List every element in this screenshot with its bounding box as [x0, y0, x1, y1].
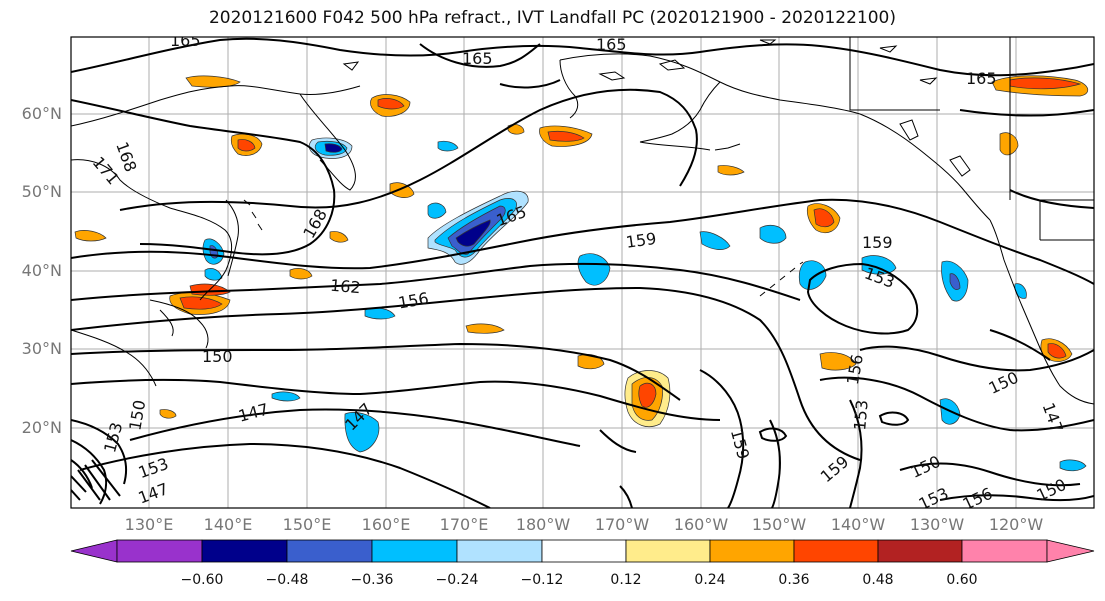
contour-label: 168	[299, 206, 331, 242]
colorbar-segment	[793, 539, 879, 563]
contour-label: 156	[397, 289, 430, 313]
contour-label: 159	[817, 452, 853, 486]
colorbar-segment	[116, 539, 203, 563]
colorbar	[70, 539, 1095, 563]
lon-label: 140°W	[830, 515, 886, 534]
contour-label: 159	[727, 427, 753, 461]
lon-label: 120°W	[988, 515, 1044, 534]
lon-label: 150°E	[282, 515, 332, 534]
contour-label: 159	[625, 229, 658, 252]
colorbar-tick-label: −0.12	[520, 572, 564, 588]
colorbar-tick-label: −0.60	[180, 572, 224, 588]
contour-label: 156	[843, 353, 867, 386]
lon-label: 160°W	[673, 515, 729, 534]
contour-labels: 165 165 165 165 168 168 171 165 159 159 …	[89, 31, 1069, 514]
lat-label: 50°N	[21, 182, 62, 201]
colorbar-tick-label: 0.60	[946, 572, 978, 588]
colorbar-segment	[201, 539, 288, 563]
map-title: 2020121600 F042 500 hPa refract., IVT La…	[208, 8, 896, 28]
refractivity-contours	[71, 37, 1094, 508]
colorbar-tick-label: 0.12	[610, 572, 642, 588]
colorbar-segment	[456, 539, 543, 563]
colorbar-tick-label: 0.36	[778, 572, 810, 588]
colorbar-segment	[541, 539, 627, 563]
colorbar-tick-label: −0.48	[265, 572, 309, 588]
lon-label: 180°W	[515, 515, 571, 534]
lon-label: 130°W	[909, 515, 965, 534]
contour-label: 153	[136, 454, 171, 482]
lon-label: 170°E	[439, 515, 489, 534]
colorbar-segment	[877, 539, 963, 563]
colorbar-extend-low	[70, 539, 118, 563]
contour-label: 153	[850, 399, 872, 431]
graticule	[71, 37, 1094, 508]
colorbar-segment	[286, 539, 373, 563]
lon-label: 140°E	[203, 515, 253, 534]
contour-label: 165	[170, 31, 201, 50]
contour-label: 156	[960, 484, 996, 514]
contour-label: 150	[202, 347, 233, 366]
map-frame	[70, 36, 1095, 509]
contour-label: 165	[462, 49, 493, 68]
lat-label: 20°N	[21, 418, 62, 437]
colorbar-tick-label: 0.48	[862, 572, 894, 588]
contour-label: 147	[136, 479, 171, 507]
map-panel: 165 165 165 165 168 168 171 165 159 159 …	[71, 31, 1094, 514]
shaded-field	[74, 75, 1088, 472]
lon-label: 170°W	[594, 515, 650, 534]
coastlines	[71, 37, 1094, 405]
contour-label: 150	[125, 399, 149, 432]
contour-label: 153	[916, 484, 952, 514]
colorbar-segment	[709, 539, 795, 563]
lon-label: 130°E	[124, 515, 174, 534]
contour-label: 165	[966, 69, 997, 88]
contour-label: 159	[862, 233, 893, 252]
contour-label: 150	[908, 452, 944, 482]
lat-label: 60°N	[21, 104, 62, 123]
colorbar-tick-label: 0.24	[694, 572, 726, 588]
colorbar-extend-high	[1046, 539, 1095, 563]
lon-label: 150°W	[751, 515, 807, 534]
colorbar-segment	[625, 539, 711, 563]
contour-label: 147	[236, 400, 270, 426]
colorbar-segment	[961, 539, 1048, 563]
contour-label: 165	[596, 35, 627, 54]
contour-label: 153	[100, 420, 126, 454]
contour-label: 162	[329, 276, 361, 298]
colorbar-segment	[371, 539, 458, 563]
lat-label: 30°N	[21, 339, 62, 358]
lon-label: 160°E	[361, 515, 411, 534]
colorbar-tick-label: −0.36	[350, 572, 394, 588]
lat-label: 40°N	[21, 261, 62, 280]
colorbar-tick-label: −0.24	[435, 572, 479, 588]
